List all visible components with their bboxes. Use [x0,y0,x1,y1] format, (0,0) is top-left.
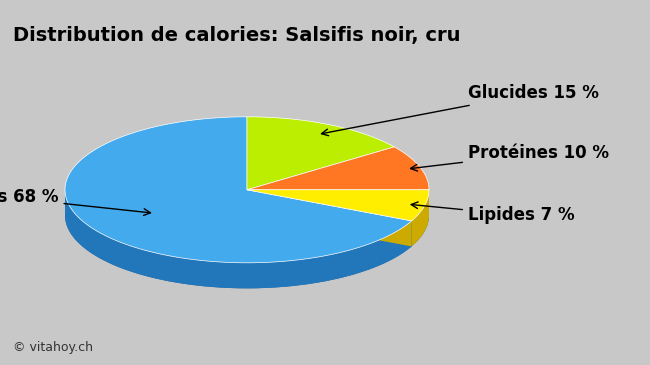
Text: Protéines 10 %: Protéines 10 % [411,144,609,171]
Polygon shape [247,190,411,246]
Text: © vitahoy.ch: © vitahoy.ch [13,341,93,354]
Text: Fibres 68 %: Fibres 68 % [0,188,151,215]
Polygon shape [411,190,429,246]
Polygon shape [65,117,411,263]
Text: Distribution de calories: Salsifis noir, cru: Distribution de calories: Salsifis noir,… [13,26,460,45]
Polygon shape [247,190,429,221]
Polygon shape [247,190,411,246]
Polygon shape [65,191,411,288]
Text: Lipides 7 %: Lipides 7 % [411,202,575,224]
Ellipse shape [65,142,429,288]
Text: Glucides 15 %: Glucides 15 % [322,84,599,136]
Polygon shape [247,147,429,190]
Polygon shape [247,117,395,190]
